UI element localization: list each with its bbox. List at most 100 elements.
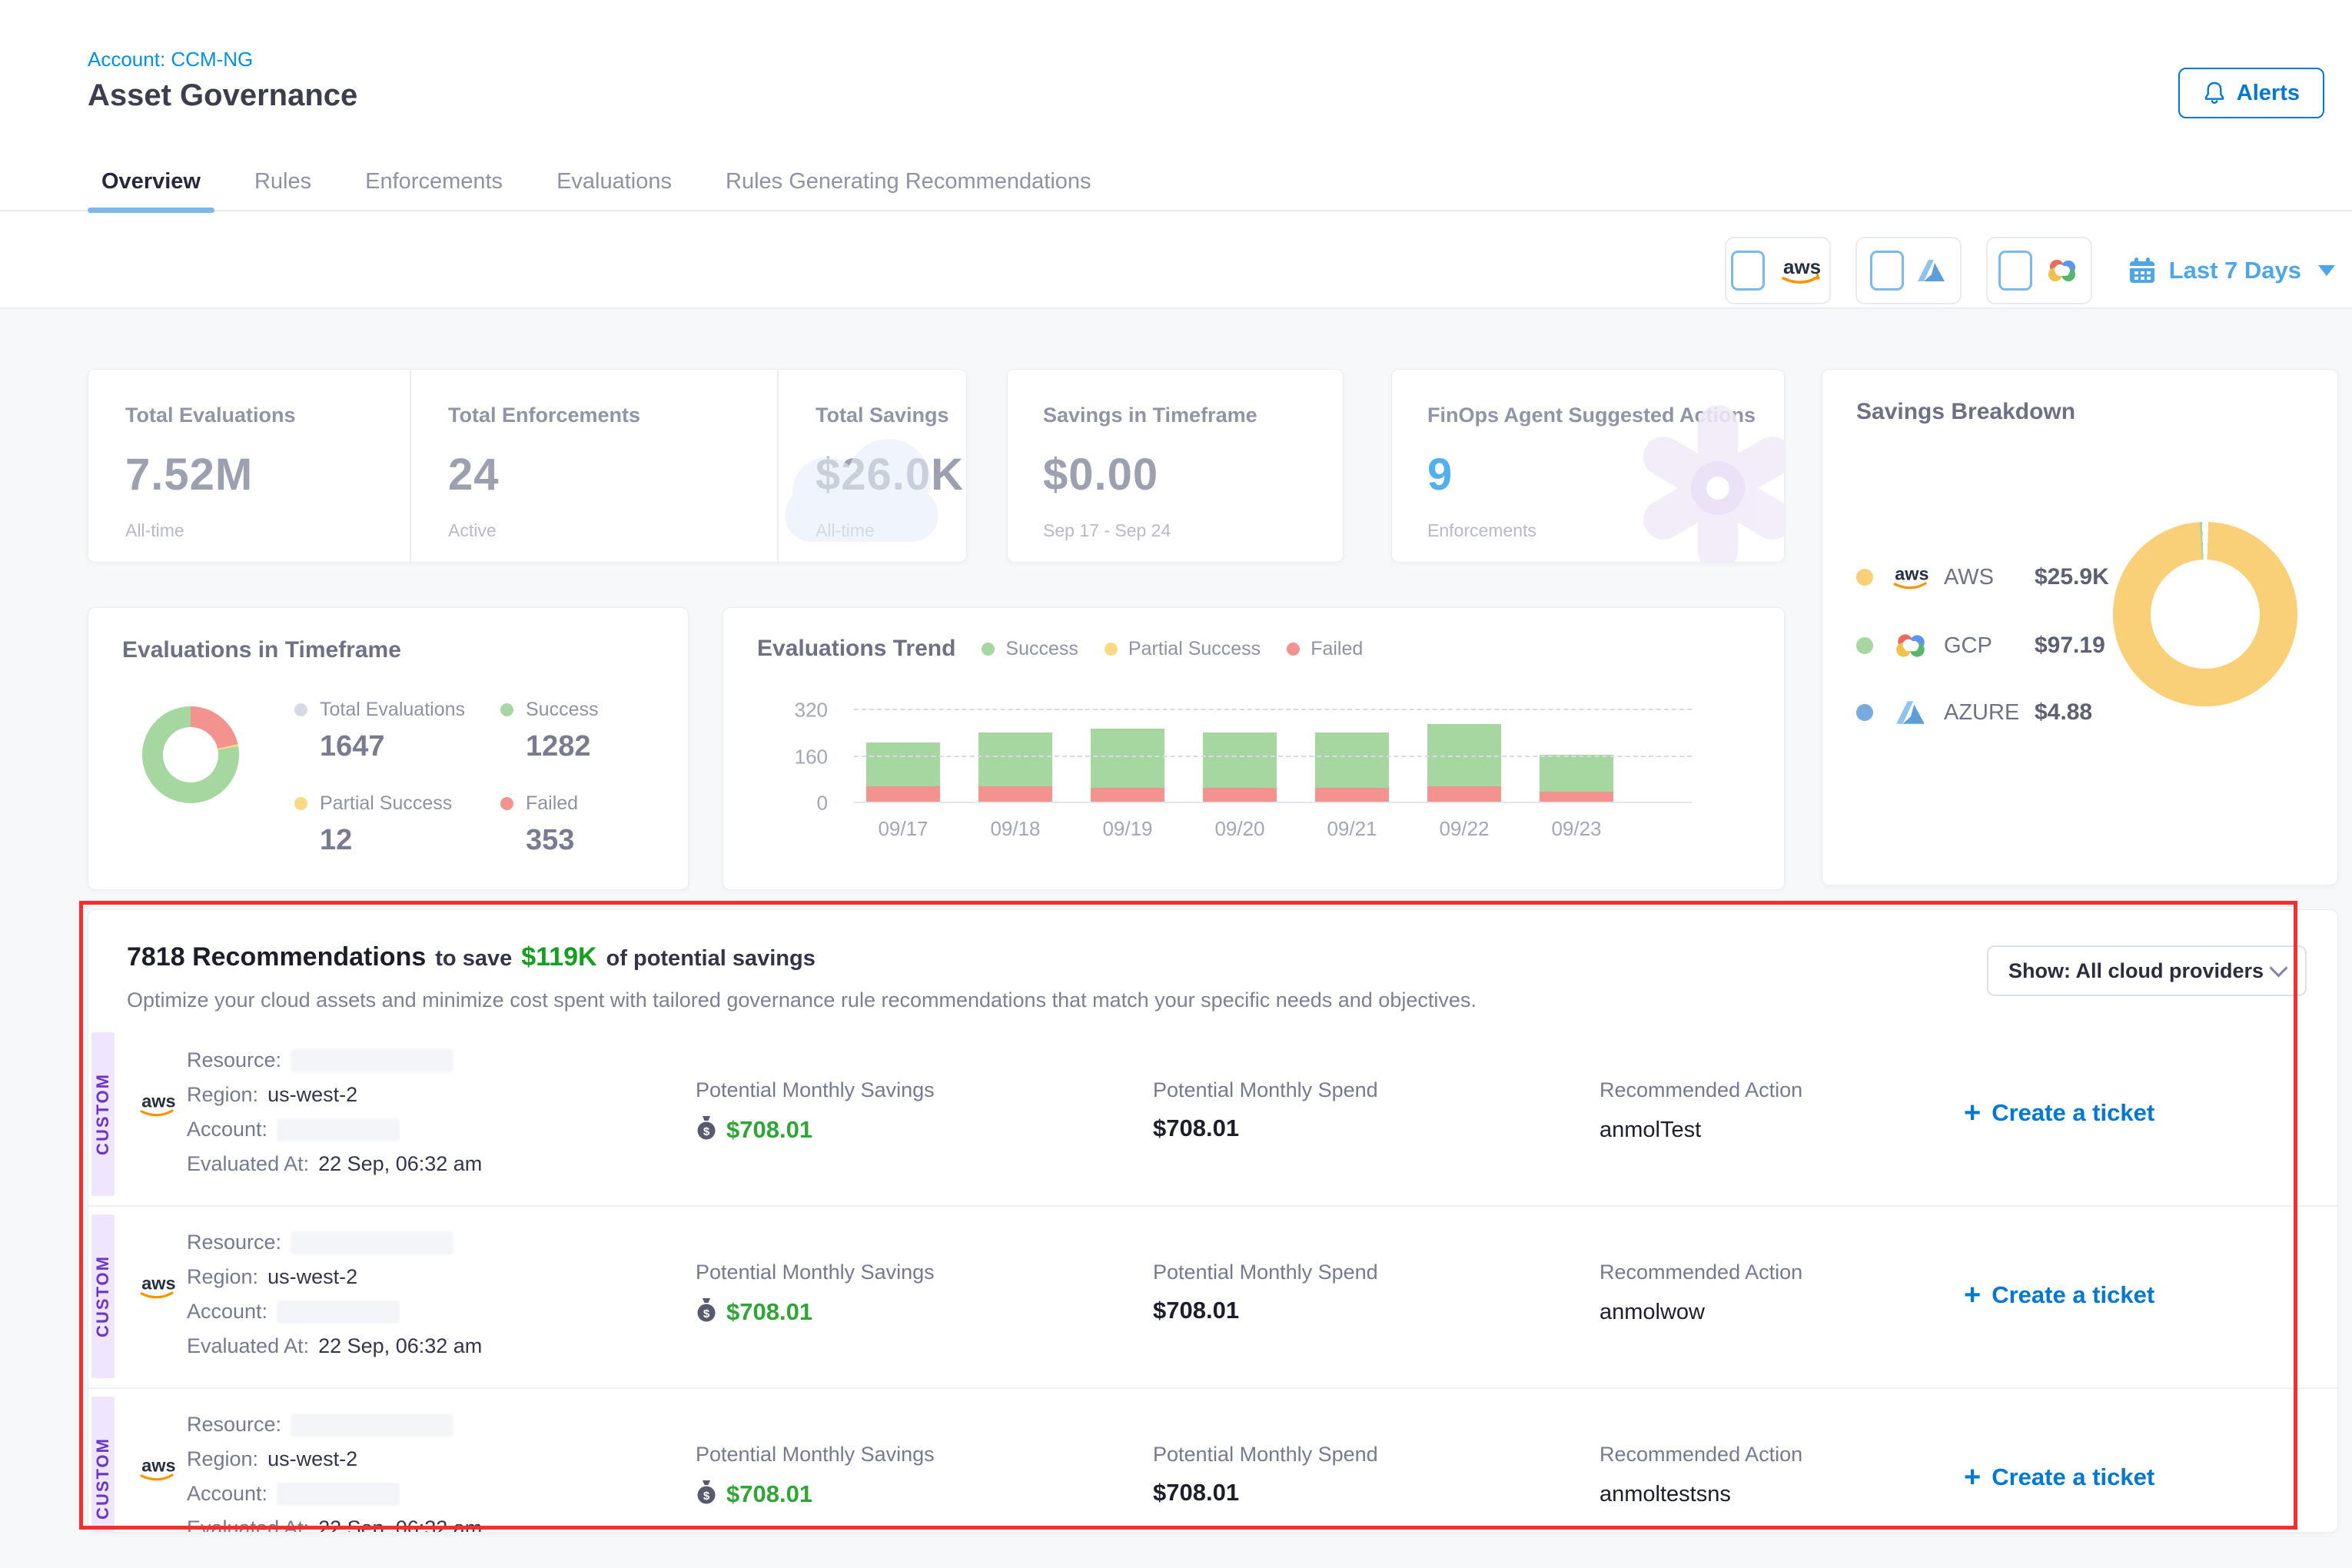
- savings-breakdown-donut[interactable]: [2113, 522, 2297, 706]
- tab-evaluations[interactable]: Evaluations: [555, 154, 673, 210]
- create-ticket-button[interactable]: + Create a ticket: [1964, 1281, 2154, 1310]
- trend-gridline: [854, 756, 1692, 757]
- spend-value: $708.01: [1153, 1115, 1378, 1142]
- potential-monthly-savings: Potential Monthly Savings $ $708.01: [696, 1443, 935, 1509]
- trend-bar-09/19[interactable]: [1091, 729, 1164, 803]
- potential-monthly-spend: Potential Monthly Spend $708.01: [1153, 1443, 1378, 1507]
- trend-y-axis-labels: 0160320: [774, 699, 839, 803]
- redacted-account-value: [277, 1118, 400, 1141]
- create-ticket-label: Create a ticket: [1992, 1099, 2154, 1127]
- column-header: Potential Monthly Spend: [1153, 1443, 1378, 1467]
- trend-bar-09/21[interactable]: [1315, 733, 1389, 803]
- tab-enforcements[interactable]: Enforcements: [364, 154, 504, 210]
- trend-bar-09/23[interactable]: [1540, 755, 1613, 803]
- evaluations-donut[interactable]: [142, 706, 239, 803]
- custom-badge: CUSTOM: [91, 1214, 115, 1378]
- finops-agent-card: FinOps Agent Suggested Actions 9 Enforce…: [1391, 369, 1785, 563]
- stat-label: Total Enforcements: [448, 404, 777, 427]
- trend-bar-09/17[interactable]: [866, 742, 940, 803]
- provider-filter-azure[interactable]: [1855, 237, 1962, 304]
- asset-governance-page: Account: CCM-NG Asset Governance Alerts …: [0, 0, 2352, 1568]
- cloud-provider-filter-select[interactable]: Show: All cloud providers: [1987, 945, 2307, 996]
- stat-value: 7.52M: [125, 449, 410, 500]
- breakdown-legend-azure: AZURE $4.88: [1856, 699, 2092, 726]
- stat-label: Total Evaluations: [125, 404, 410, 427]
- resource-label: Resource:: [187, 1231, 281, 1254]
- account-label: Account:: [187, 1300, 267, 1324]
- azure-checkbox[interactable]: [1870, 251, 1904, 291]
- alerts-button-label: Alerts: [2237, 81, 2300, 106]
- evaluated-at-value: 22 Sep, 06:32 am: [318, 1152, 482, 1176]
- redacted-resource-value: [291, 1414, 453, 1437]
- trend-bar-09/18[interactable]: [978, 733, 1052, 803]
- trend-bar-09/22[interactable]: [1427, 724, 1501, 803]
- evaluations-trend-title: Evaluations Trend: [757, 636, 955, 662]
- stat-value: 9: [1427, 449, 1784, 500]
- gcp-icon: [1885, 631, 1936, 660]
- savings-breakdown-title: Savings Breakdown: [1856, 399, 2075, 425]
- legend-label: Success: [526, 699, 598, 721]
- spend-value: $708.01: [1153, 1479, 1378, 1507]
- aws-icon: aws: [1885, 563, 1936, 591]
- recommended-action: Recommended Action anmolwow: [1600, 1261, 1802, 1325]
- aws-checkbox[interactable]: [1731, 251, 1765, 291]
- stat-sublabel: All-time: [816, 520, 966, 541]
- tab-rules-generating-recommendations[interactable]: Rules Generating Recommendations: [724, 154, 1093, 210]
- resource-label: Resource:: [187, 1413, 281, 1437]
- legend-total-evaluations: Total Evaluations 1647: [294, 699, 465, 763]
- calendar-icon: [2128, 256, 2157, 285]
- provider-savings-value: $4.88: [2035, 699, 2092, 726]
- plus-icon: +: [1964, 1281, 1981, 1310]
- title-text: of potential savings: [606, 946, 816, 972]
- create-ticket-label: Create a ticket: [1992, 1463, 2154, 1491]
- azure-legend-dot: [1856, 704, 1873, 721]
- azure-icon: [1916, 257, 1947, 284]
- potential-monthly-savings: Potential Monthly Savings $ $708.01: [696, 1261, 935, 1327]
- resource-details: Resource: Region:us-west-2 Account: Eval…: [187, 1225, 482, 1364]
- stats-summary-card: Total Evaluations 7.52M All-time Total E…: [88, 369, 967, 563]
- column-header: Recommended Action: [1600, 1261, 1802, 1284]
- legend-value: 353: [526, 824, 578, 857]
- date-range-dropdown[interactable]: Last 7 Days: [2128, 256, 2335, 285]
- recommended-action: Recommended Action anmolTest: [1600, 1078, 1802, 1143]
- provider-filter-aws[interactable]: aws: [1725, 237, 1831, 304]
- column-header: Recommended Action: [1600, 1443, 1802, 1467]
- create-ticket-button[interactable]: + Create a ticket: [1964, 1463, 2154, 1492]
- stat-sublabel: Active: [448, 520, 777, 541]
- title-text: to save: [435, 946, 512, 972]
- spend-value: $708.01: [1153, 1297, 1378, 1324]
- legend-label: Failed: [1311, 638, 1363, 660]
- tab-rules[interactable]: Rules: [253, 154, 313, 210]
- trend-bar-09/20[interactable]: [1203, 733, 1277, 803]
- evaluated-at-label: Evaluated At:: [187, 1152, 309, 1176]
- evaluated-at-value: 22 Sep, 06:32 am: [318, 1517, 482, 1533]
- trend-plot: [854, 699, 1692, 803]
- redacted-account-value: [277, 1301, 400, 1324]
- resource-details: Resource: Region:us-west-2 Account: Eval…: [187, 1407, 482, 1533]
- tab-overview[interactable]: Overview: [100, 154, 202, 210]
- svg-text:aws: aws: [141, 1456, 175, 1476]
- custom-badge: CUSTOM: [91, 1397, 115, 1533]
- redacted-resource-value: [291, 1049, 453, 1072]
- page-title: Asset Governance: [88, 78, 357, 113]
- stat-value: 24: [448, 449, 777, 500]
- total-enforcements-stat: Total Enforcements 24 Active: [410, 370, 777, 562]
- alerts-button[interactable]: Alerts: [2178, 68, 2324, 118]
- account-breadcrumb[interactable]: Account: CCM-NG: [88, 48, 253, 71]
- chevron-down-icon: [2269, 958, 2287, 977]
- donut-hole: [2151, 560, 2260, 669]
- plus-icon: +: [1964, 1463, 1981, 1492]
- trend-legend-failed: Failed: [1287, 638, 1363, 660]
- column-header: Recommended Action: [1600, 1078, 1802, 1102]
- action-value: anmolTest: [1600, 1118, 1802, 1143]
- gcp-checkbox[interactable]: [1998, 251, 2032, 291]
- legend-label: Partial Success: [1128, 638, 1261, 660]
- create-ticket-button[interactable]: + Create a ticket: [1964, 1098, 2154, 1128]
- provider-savings-value: $97.19: [2035, 633, 2105, 659]
- resource-details: Resource: Region:us-west-2 Account: Eval…: [187, 1043, 482, 1181]
- recommended-action: Recommended Action anmoltestsns: [1600, 1443, 1802, 1507]
- gcp-legend-dot: [1856, 637, 1873, 654]
- provider-filter-gcp[interactable]: [1986, 237, 2092, 304]
- trend-x-axis: [854, 802, 1692, 803]
- bar-segment-failed: [1315, 788, 1389, 803]
